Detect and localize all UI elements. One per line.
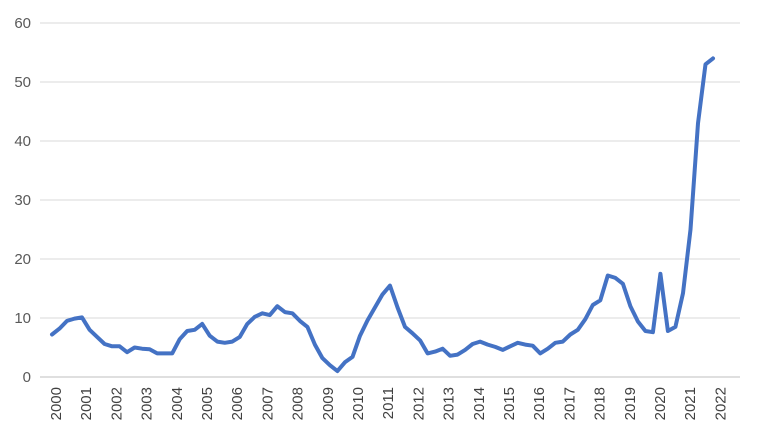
x-tick-label: 2005 (199, 387, 216, 420)
x-tick-label: 2008 (290, 387, 307, 420)
y-tick-label: 60 (14, 15, 31, 32)
x-tick-label: 2017 (561, 387, 578, 420)
x-tick-label: 2020 (652, 387, 669, 420)
x-tick-label: 2002 (108, 387, 125, 420)
x-tick-label: 2022 (712, 387, 729, 420)
x-tick-label: 2010 (350, 387, 367, 420)
x-tick-label: 2001 (78, 387, 95, 420)
y-tick-label: 10 (14, 310, 31, 327)
x-tick-label: 2013 (441, 387, 458, 420)
x-tick-label: 2021 (682, 387, 699, 420)
series-layer (50, 56, 715, 374)
gridlines (40, 22, 740, 378)
x-tick-label: 2003 (139, 387, 156, 420)
y-axis-tick-labels: 0 10 20 30 40 50 60 (14, 15, 31, 386)
x-tick-label: 2000 (48, 387, 65, 420)
y-tick-label: 50 (14, 74, 31, 91)
x-tick-label: 2015 (501, 387, 518, 420)
x-tick-label: 2012 (410, 387, 427, 420)
y-tick-label: 40 (14, 133, 31, 150)
x-tick-label: 2006 (229, 387, 246, 420)
x-tick-label: 2009 (320, 387, 337, 420)
x-tick-label: 2011 (380, 387, 397, 419)
x-tick-label: 2014 (471, 387, 488, 420)
series-line-1 (50, 56, 715, 374)
y-tick-label: 20 (14, 251, 31, 268)
x-tick-label: 2019 (622, 387, 639, 420)
x-tick-label: 2018 (592, 387, 609, 420)
x-tick-label: 2004 (169, 387, 186, 420)
x-axis-tick-labels: 2000 2001 2002 2003 2004 2005 2006 2007 2008 2009… (48, 387, 729, 420)
x-tick-label: 2016 (531, 387, 548, 420)
x-tick-label: 2007 (259, 387, 276, 420)
y-tick-label: 0 (23, 369, 31, 386)
y-tick-label: 30 (14, 192, 31, 209)
